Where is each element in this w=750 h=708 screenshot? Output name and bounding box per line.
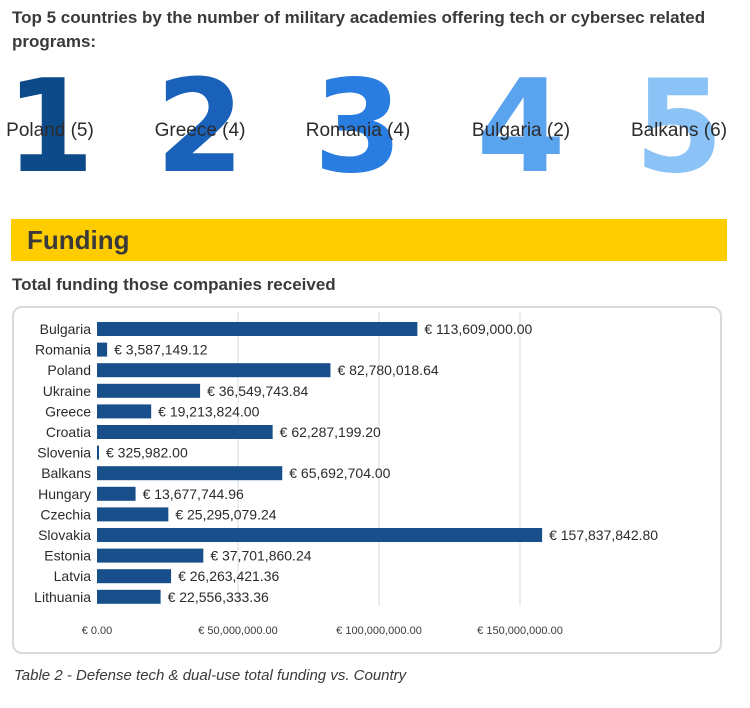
- category-label: Greece: [45, 403, 91, 419]
- ranking-row: 1 Poland (5) 2 Greece (4) 3 Romania (4) …: [0, 64, 750, 192]
- rank-label: Greece (4): [154, 120, 246, 141]
- value-label: € 37,701,860.24: [210, 548, 311, 564]
- x-tick-label: € 100,000,000.00: [336, 625, 422, 637]
- category-label: Lithuania: [34, 589, 91, 605]
- rank-number: 5: [634, 53, 724, 202]
- rank-number: 1: [5, 53, 95, 202]
- x-tick-label: € 50,000,000.00: [198, 625, 278, 637]
- category-label: Estonia: [44, 548, 91, 564]
- chart-subheading: Total funding those companies received: [12, 275, 336, 294]
- bar: [97, 466, 283, 481]
- section-title: Funding: [27, 225, 130, 255]
- value-label: € 62,287,199.20: [280, 424, 381, 440]
- bar: [97, 528, 543, 542]
- value-label: € 157,837,842.80: [549, 527, 658, 543]
- x-tick-label: € 0.00: [82, 625, 113, 637]
- category-label: Balkans: [41, 465, 91, 481]
- rank-number: 2: [155, 53, 245, 202]
- category-label: Slovakia: [38, 527, 91, 543]
- bar: [97, 548, 204, 563]
- value-label: € 65,692,704.00: [289, 465, 390, 481]
- category-label: Slovenia: [37, 445, 91, 461]
- headline: Top 5 countries by the number of militar…: [12, 8, 706, 51]
- category-label: Ukraine: [43, 383, 91, 399]
- bar: [97, 589, 161, 604]
- bar: [97, 322, 418, 336]
- bar: [97, 363, 331, 378]
- funding-bar-chart: Bulgaria € 113,609,000.00 Romania € 3,587,1…: [34, 312, 658, 637]
- value-label: € 325,982.00: [106, 445, 188, 461]
- rank-1: 1 Poland (5): [0, 64, 125, 192]
- rank-3: 3 Romania (4): [283, 64, 433, 192]
- rank-4: 4 Bulgaria (2): [446, 64, 596, 192]
- category-label: Poland: [47, 362, 91, 378]
- bar: [97, 507, 169, 522]
- bar: [97, 404, 152, 419]
- bar: [97, 486, 136, 501]
- chart-caption: Table 2 - Defense tech & dual-use total …: [14, 667, 407, 684]
- value-label: € 22,556,333.36: [168, 589, 269, 605]
- category-label: Latvia: [54, 568, 92, 584]
- bar: [97, 445, 99, 460]
- category-label: Hungary: [38, 486, 91, 502]
- section-banner: Funding: [11, 219, 727, 261]
- category-label: Croatia: [46, 424, 91, 440]
- bar: [97, 569, 172, 584]
- category-label: Bulgaria: [40, 321, 92, 337]
- rank-number: 4: [476, 53, 566, 202]
- rank-2: 2 Greece (4): [125, 64, 275, 192]
- rank-number: 3: [313, 53, 403, 202]
- value-label: € 19,213,824.00: [158, 403, 259, 419]
- value-label: € 26,263,421.36: [178, 568, 279, 584]
- category-label: Czechia: [40, 506, 91, 522]
- rank-label: Bulgaria (2): [471, 120, 571, 141]
- x-tick-label: € 150,000,000.00: [477, 625, 563, 637]
- bar: [97, 425, 273, 439]
- value-label: € 25,295,079.24: [175, 506, 276, 522]
- value-label: € 113,609,000.00: [424, 321, 532, 337]
- rank-label: Poland (5): [6, 120, 94, 141]
- bar: [97, 383, 201, 398]
- value-label: € 36,549,743.84: [207, 383, 308, 399]
- rank-label: Romania (4): [305, 120, 411, 141]
- bar: [97, 342, 108, 357]
- value-label: € 82,780,018.64: [337, 362, 438, 378]
- rank-5: 5 Balkans (6): [604, 64, 750, 192]
- value-label: € 13,677,744.96: [143, 486, 244, 502]
- value-label: € 3,587,149.12: [114, 342, 208, 358]
- category-label: Romania: [35, 342, 91, 358]
- rank-label: Balkans (6): [630, 120, 728, 141]
